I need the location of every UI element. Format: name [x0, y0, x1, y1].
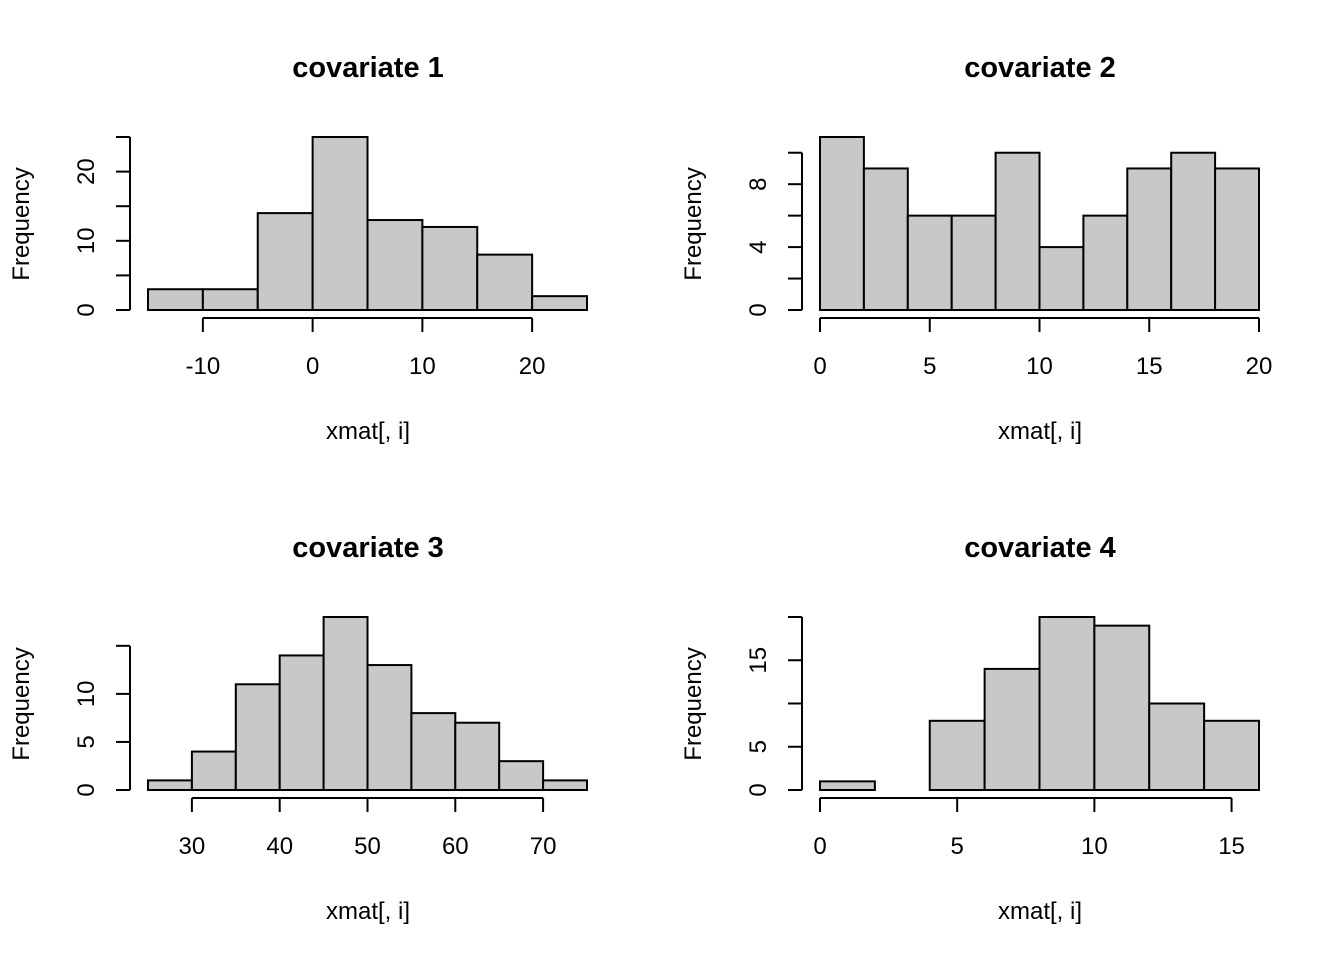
- histogram-panel-covariate-2: covariate 2 xmat[, i] Frequency 0 5 10 15 20…: [680, 52, 1272, 445]
- chart-title: covariate 2: [964, 52, 1116, 84]
- histogram-bar: [542, 779, 588, 792]
- x-tick-label: 0: [813, 833, 826, 860]
- histogram-panel-covariate-3: covariate 3 xmat[, i] Frequency 30 40 50 60…: [8, 532, 588, 925]
- x-tick-label: 10: [1026, 353, 1053, 380]
- y-axis-label: Frequency: [8, 647, 35, 760]
- bars: [147, 616, 588, 792]
- y-axis: 0 4 8: [745, 151, 803, 317]
- histogram-bar: [819, 780, 876, 791]
- histogram-bar: [147, 779, 193, 792]
- x-tick-label: 5: [923, 353, 936, 380]
- y-tick-label: 20: [73, 158, 100, 185]
- histogram-bar: [190, 750, 237, 791]
- x-tick-label: 50: [354, 833, 381, 860]
- x-axis-label: xmat[, i]: [326, 418, 410, 445]
- histogram-bar: [1038, 616, 1096, 791]
- y-axis: 0 5 10: [73, 644, 131, 797]
- histogram-bar: [256, 212, 314, 311]
- chart-title: covariate 1: [292, 52, 444, 84]
- bars: [819, 616, 1260, 792]
- x-tick-label: 10: [1081, 833, 1108, 860]
- y-axis: 0 10 20: [73, 136, 131, 317]
- x-axis-label: xmat[, i]: [326, 898, 410, 925]
- histogram-bar: [322, 616, 369, 791]
- x-tick-label: 0: [306, 353, 319, 380]
- x-tick-label: 30: [179, 833, 206, 860]
- histogram-bar: [819, 136, 865, 311]
- x-axis: 30 40 50 60 70: [179, 797, 557, 860]
- x-axis-label: xmat[, i]: [998, 418, 1082, 445]
- histogram-bar: [950, 214, 997, 312]
- histogram-bar: [421, 225, 479, 312]
- x-tick-label: -10: [186, 353, 221, 380]
- histogram-panel-covariate-4: covariate 4 xmat[, i] Frequency 0 5 10 15 0…: [680, 532, 1260, 925]
- histogram-bar: [983, 667, 1041, 792]
- x-tick-label: 15: [1136, 353, 1163, 380]
- y-tick-label: 4: [745, 240, 772, 253]
- y-tick-label: 15: [745, 647, 772, 674]
- histogram-bar: [366, 664, 413, 791]
- x-tick-label: 15: [1218, 833, 1245, 860]
- x-tick-label: 5: [951, 833, 964, 860]
- histogram-bar: [1082, 214, 1129, 312]
- histogram-bar: [311, 136, 369, 311]
- histogram-bar: [1170, 151, 1217, 311]
- histogram-bar: [454, 721, 501, 792]
- x-axis: -10 0 10 20: [186, 317, 546, 380]
- x-tick-label: 70: [530, 833, 557, 860]
- histogram-bar: [1126, 167, 1173, 311]
- chart-title: covariate 4: [964, 532, 1116, 564]
- x-tick-label: 60: [442, 833, 469, 860]
- histogram-bar: [1038, 246, 1085, 312]
- histogram-bar: [928, 719, 986, 791]
- histogram-bar: [498, 760, 545, 792]
- x-axis-label: xmat[, i]: [998, 898, 1082, 925]
- y-axis-label: Frequency: [680, 167, 707, 280]
- x-tick-label: 10: [409, 353, 436, 380]
- histogram-bar: [201, 288, 259, 311]
- histogram-bar: [1203, 719, 1260, 791]
- histogram-bar: [410, 712, 457, 791]
- x-axis: 0 5 10 15 20: [813, 317, 1273, 380]
- y-tick-label: 8: [745, 178, 772, 191]
- y-tick-label: 10: [73, 681, 100, 708]
- y-tick-label: 0: [73, 783, 100, 796]
- x-tick-label: 0: [813, 353, 826, 380]
- histogram-bar: [234, 683, 281, 791]
- histogram-bar: [278, 654, 325, 792]
- histogram-bar: [1093, 624, 1151, 792]
- histogram-panel-covariate-1: covariate 1 xmat[, i] Frequency -10 0 10 20…: [8, 52, 588, 445]
- y-axis-label: Frequency: [8, 167, 35, 280]
- chart-title: covariate 3: [292, 532, 444, 564]
- bars: [819, 136, 1260, 312]
- y-tick-label: 5: [745, 740, 772, 753]
- y-tick-label: 10: [73, 227, 100, 254]
- x-tick-label: 20: [519, 353, 546, 380]
- histogram-bar: [366, 219, 424, 311]
- x-axis: 0 5 10 15: [813, 797, 1245, 860]
- y-tick-label: 0: [745, 783, 772, 796]
- y-tick-label: 5: [73, 735, 100, 748]
- histogram-bar: [862, 167, 909, 311]
- histogram-bar: [906, 214, 953, 312]
- y-tick-label: 0: [745, 303, 772, 316]
- x-tick-label: 20: [1246, 353, 1273, 380]
- y-axis: 0 5 15: [745, 616, 803, 797]
- x-tick-label: 40: [266, 833, 293, 860]
- histogram-bar: [531, 295, 588, 312]
- bars: [147, 136, 588, 312]
- histogram-bar: [994, 151, 1041, 311]
- histogram-bar: [1214, 167, 1260, 311]
- y-axis-label: Frequency: [680, 647, 707, 760]
- histogram-bar: [1148, 702, 1206, 791]
- histogram-bar: [476, 253, 534, 311]
- histogram-bar: [147, 288, 204, 311]
- y-tick-label: 0: [73, 303, 100, 316]
